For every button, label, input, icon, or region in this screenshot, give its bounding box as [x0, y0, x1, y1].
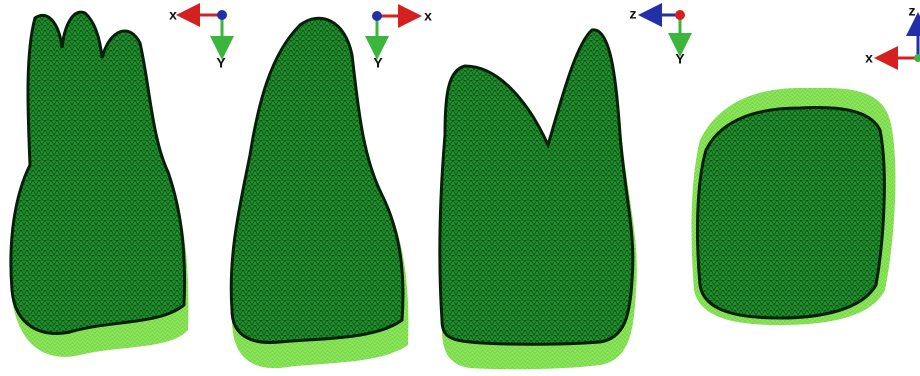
- tooth-view-4: [692, 88, 896, 325]
- axis-label: z: [909, 3, 916, 19]
- tooth-view-2: [231, 18, 408, 368]
- axis-label: Y: [373, 55, 383, 71]
- figure: x Y x Y z Y x z: [0, 0, 920, 376]
- axis-triad-3: z Y: [630, 6, 686, 67]
- axis-label: z: [630, 6, 637, 22]
- axis-label: Y: [675, 51, 685, 67]
- axis-triad-2: x Y: [372, 8, 432, 71]
- axis-label: Y: [216, 55, 226, 71]
- axis-label: x: [424, 8, 432, 24]
- tooth-view-1: [11, 12, 189, 357]
- axis-triad-1: x Y: [169, 7, 227, 71]
- tooth-view-3: [440, 30, 637, 369]
- axis-label: x: [169, 7, 177, 23]
- axis-label: x: [865, 50, 873, 66]
- axis-triad-4: x z: [865, 3, 920, 66]
